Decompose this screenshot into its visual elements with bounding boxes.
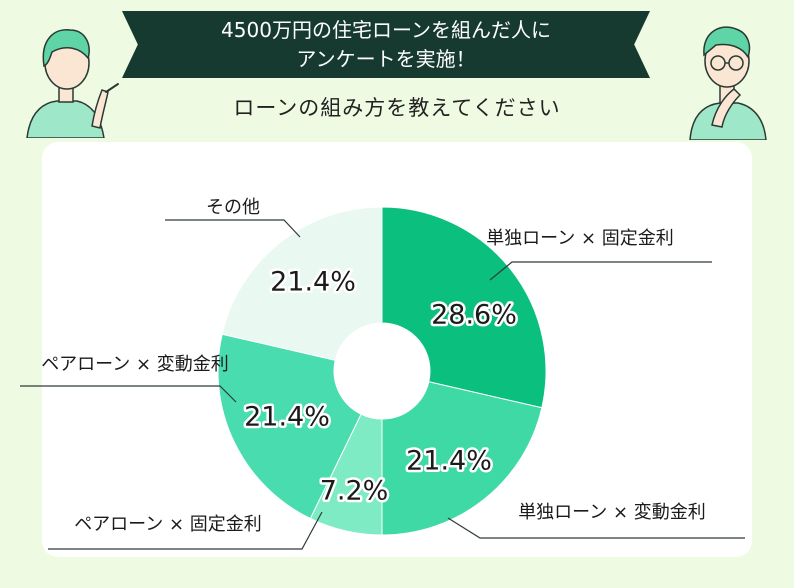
leader-line	[20, 385, 237, 403]
slice-value-label: 21.4%	[406, 446, 492, 477]
slice-category-label: 単独ローン × 固定金利	[486, 228, 674, 249]
slice-category-label: その他	[206, 197, 260, 218]
woman-illustration	[26, 29, 119, 138]
man-illustration	[689, 26, 767, 140]
banner-line-1: 4500万円の住宅ローンを組んだ人に	[221, 18, 551, 42]
banner-line-2: アンケートを実施！	[296, 47, 476, 71]
pie-slice	[381, 381, 543, 536]
slice-category-label: 単独ローン × 変動金利	[518, 502, 706, 523]
leader-line	[165, 219, 301, 238]
slice-value-label: 7.2%	[320, 476, 389, 507]
slice-value-label: 28.6%	[431, 300, 517, 331]
question-text: ローンの組み方を教えてください	[233, 96, 561, 120]
slice-value-label: 21.4%	[270, 267, 356, 298]
leader-line	[489, 261, 712, 281]
slice-category-label: ペアローン × 固定金利	[74, 514, 262, 535]
pie-slice	[381, 206, 547, 409]
slice-value-label: 21.4%	[244, 402, 330, 433]
slice-category-label: ペアローン × 変動金利	[41, 354, 229, 375]
pie-slice	[221, 206, 383, 361]
leader-line	[447, 517, 745, 539]
pie-slice	[217, 333, 362, 520]
leader-line	[48, 511, 323, 550]
title-banner: 4500万円の住宅ローンを組んだ人に アンケートを実施！	[122, 11, 650, 78]
